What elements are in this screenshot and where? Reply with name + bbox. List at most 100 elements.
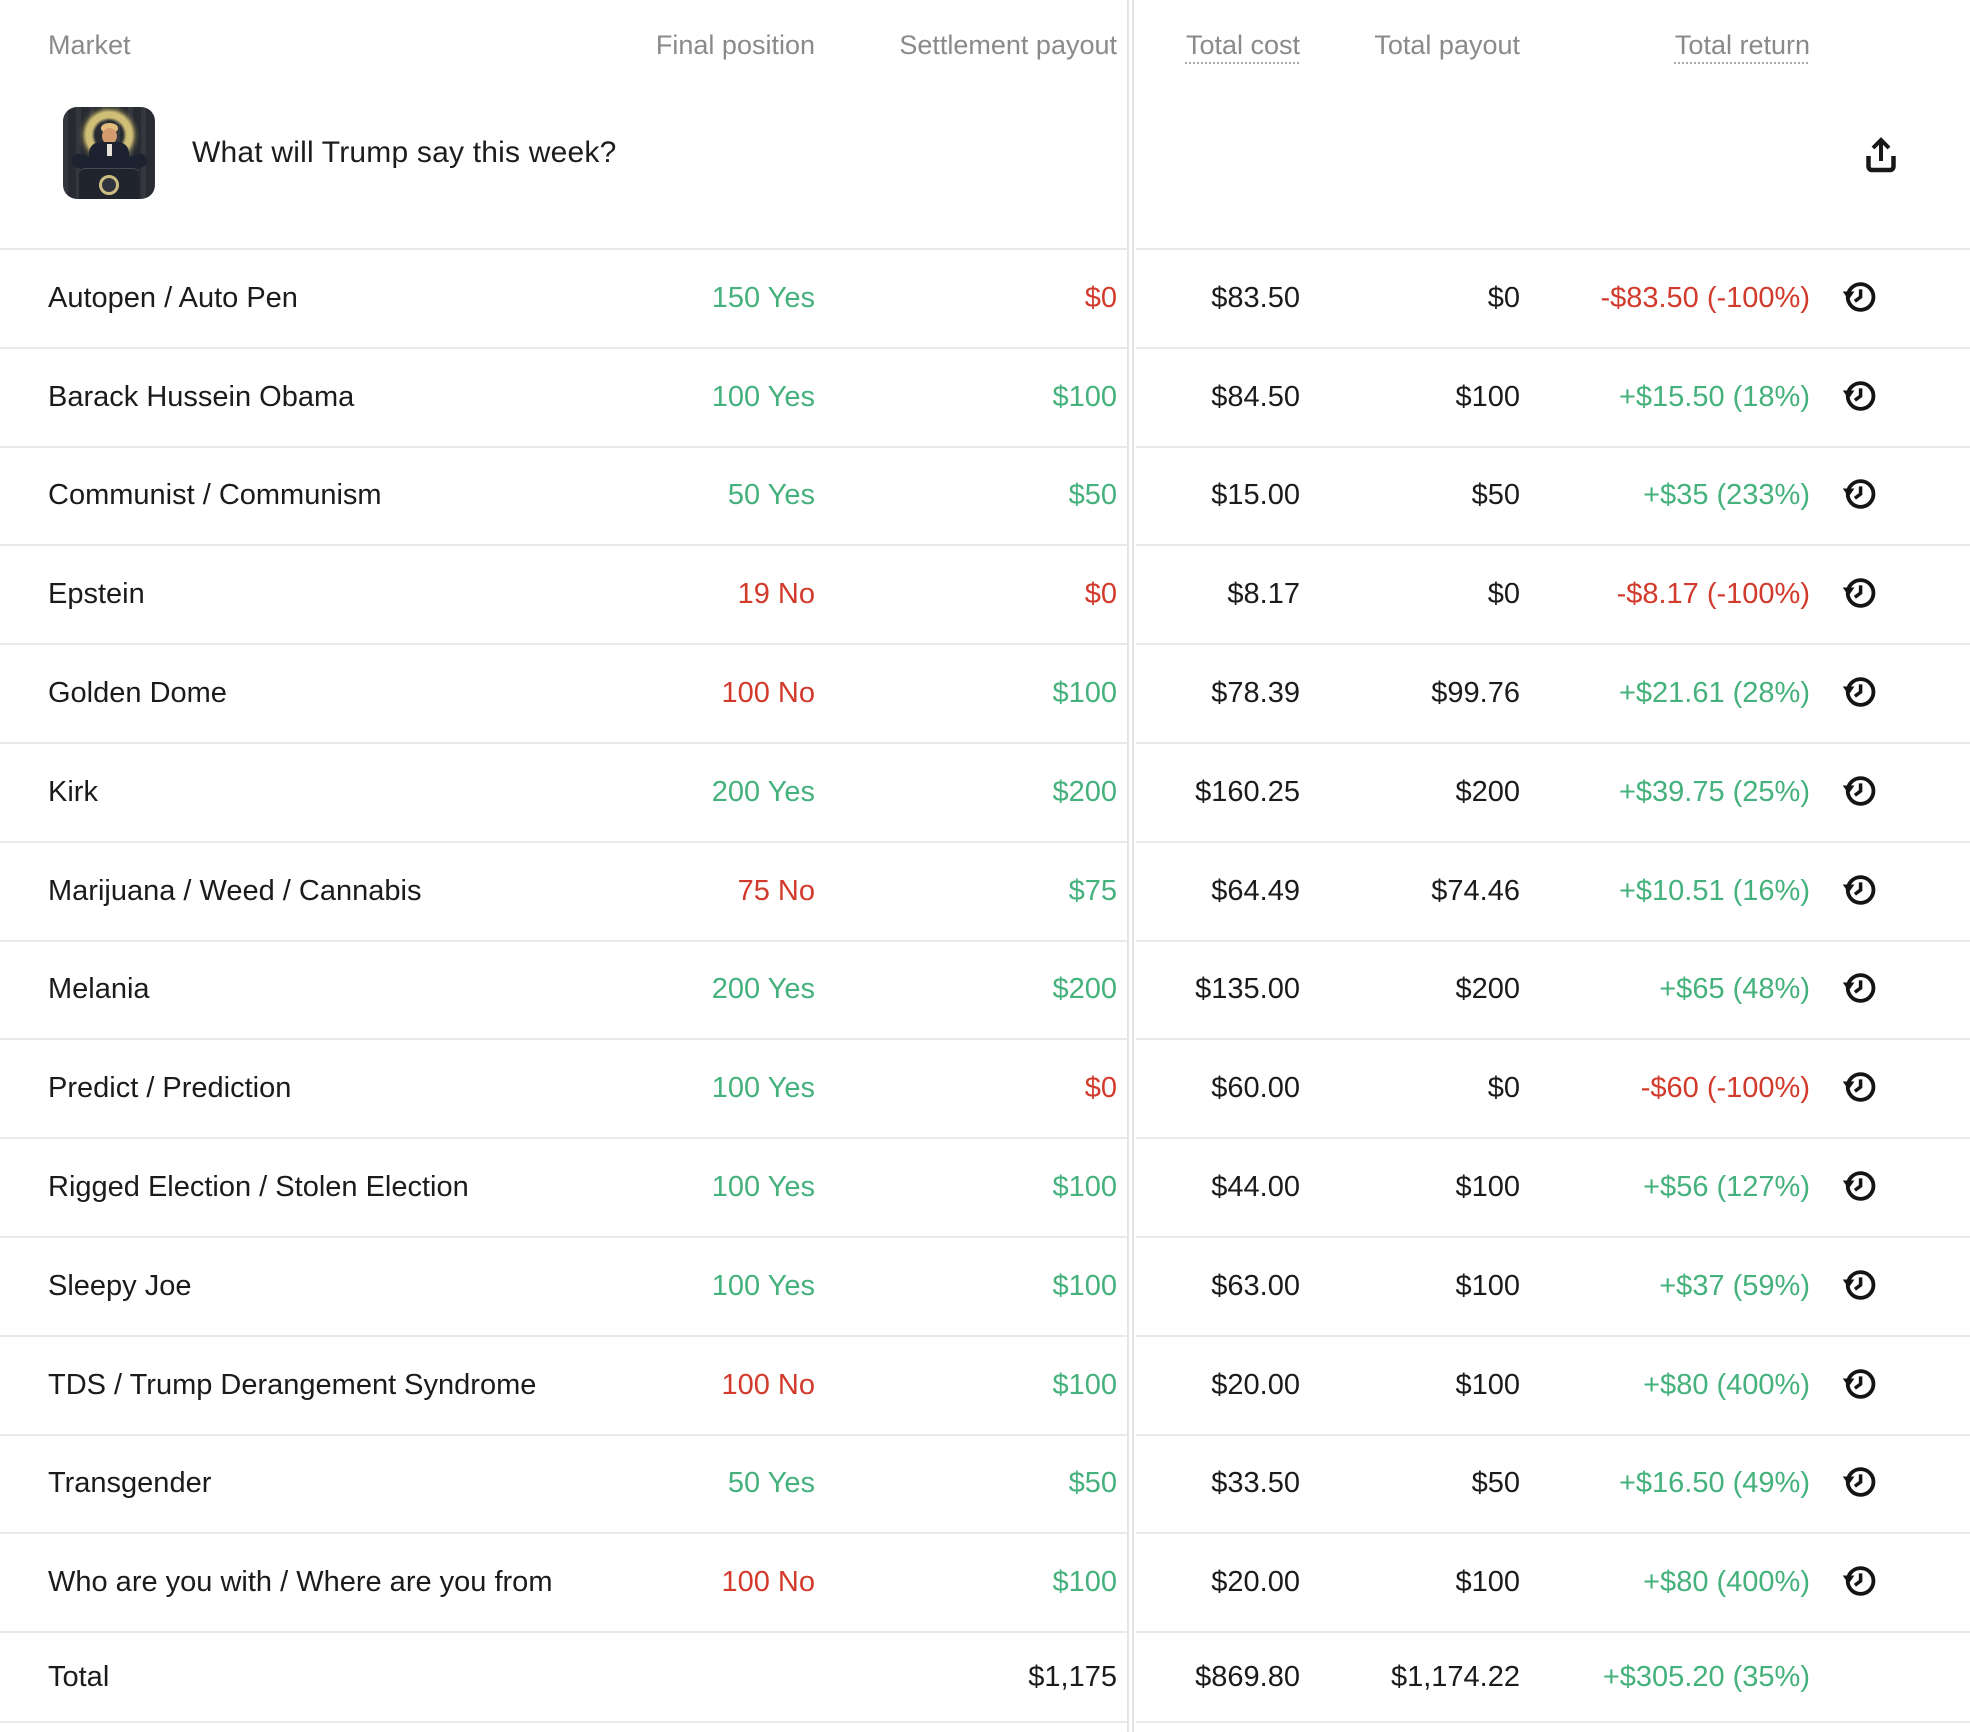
history-button[interactable] xyxy=(1840,970,1880,1010)
history-button[interactable] xyxy=(1840,1563,1880,1603)
market-name: Communist / Communism xyxy=(48,479,382,512)
column-header-total-return[interactable]: Total return xyxy=(1674,29,1810,60)
market-name: Rigged Election / Stolen Election xyxy=(48,1171,469,1204)
market-name: Autopen / Auto Pen xyxy=(48,281,298,314)
total-payout-value: $100 xyxy=(1455,1171,1520,1204)
final-position-value: 100 Yes xyxy=(711,1171,815,1204)
table-row: Sleepy Joe 100 Yes $100 $63.00 $100 +$37… xyxy=(0,1238,1970,1337)
final-position-value: 100 No xyxy=(721,1368,815,1401)
history-clock-icon xyxy=(1841,377,1879,418)
settlement-payout-value: $0 xyxy=(1084,578,1117,611)
total-return-value: +$80 (400%) xyxy=(1643,1368,1810,1401)
total-return-value: +$65 (48%) xyxy=(1659,973,1810,1006)
table-row: Transgender 50 Yes $50 $33.50 $50 +$16.5… xyxy=(0,1436,1970,1535)
history-button[interactable] xyxy=(1840,278,1880,318)
total-return-value: +$15.50 (18%) xyxy=(1618,380,1810,413)
history-button[interactable] xyxy=(1840,871,1880,911)
market-name: Marijuana / Weed / Cannabis xyxy=(48,874,422,907)
table-row: Communist / Communism 50 Yes $50 $15.00 … xyxy=(0,448,1970,547)
final-position-value: 19 No xyxy=(737,578,815,611)
final-position-value: 75 No xyxy=(737,874,815,907)
column-header-total-cost[interactable]: Total cost xyxy=(1185,29,1300,60)
history-clock-icon xyxy=(1841,673,1879,714)
settlement-payout-value: $0 xyxy=(1084,281,1117,314)
market-avatar xyxy=(63,107,155,199)
total-payout-value: $50 xyxy=(1471,1467,1520,1500)
market-name: Sleepy Joe xyxy=(48,1269,192,1302)
history-clock-icon xyxy=(1841,1365,1879,1406)
final-position-value: 200 Yes xyxy=(711,973,815,1006)
history-button[interactable] xyxy=(1840,1365,1880,1405)
total-settlement-payout: $1,175 xyxy=(1028,1660,1117,1693)
history-button[interactable] xyxy=(1840,1266,1880,1306)
market-name: Who are you with / Where are you from xyxy=(48,1566,553,1599)
settlement-payout-value: $50 xyxy=(1068,1467,1117,1500)
history-clock-icon xyxy=(1841,772,1879,813)
history-button[interactable] xyxy=(1840,772,1880,812)
total-payout-value: $50 xyxy=(1471,479,1520,512)
table-row: Barack Hussein Obama 100 Yes $100 $84.50… xyxy=(0,349,1970,448)
table-row: Golden Dome 100 No $100 $78.39 $99.76 +$… xyxy=(0,645,1970,744)
history-button[interactable] xyxy=(1840,674,1880,714)
table-row: Melania 200 Yes $200 $135.00 $200 +$65 (… xyxy=(0,942,1970,1041)
column-header-total-payout: Total payout xyxy=(1374,29,1520,60)
history-button[interactable] xyxy=(1840,575,1880,615)
history-clock-icon xyxy=(1841,574,1879,615)
table-row: Epstein 19 No $0 $8.17 $0 -$8.17 (-100%) xyxy=(0,546,1970,646)
table-row: TDS / Trump Derangement Syndrome 100 No … xyxy=(0,1337,1970,1436)
final-position-value: 100 No xyxy=(721,1566,815,1599)
market-name: Melania xyxy=(48,973,150,1006)
history-button[interactable] xyxy=(1840,1168,1880,1208)
history-clock-icon xyxy=(1841,969,1879,1010)
total-return-value: +$35 (233%) xyxy=(1643,479,1810,512)
history-button[interactable] xyxy=(1840,476,1880,516)
total-cost-value: $20.00 xyxy=(1211,1368,1300,1401)
total-cost-value: $15.00 xyxy=(1211,479,1300,512)
market-name: Golden Dome xyxy=(48,677,227,710)
final-position-value: 150 Yes xyxy=(711,281,815,314)
total-return-value: +$37 (59%) xyxy=(1659,1269,1810,1302)
market-rows: Autopen / Auto Pen 150 Yes $0 $83.50 $0 … xyxy=(0,250,1970,1634)
market-name: Barack Hussein Obama xyxy=(48,380,355,413)
total-cost-value: $20.00 xyxy=(1211,1566,1300,1599)
final-position-value: 100 Yes xyxy=(711,1269,815,1302)
settlement-payout-value: $100 xyxy=(1052,677,1117,710)
total-cost-value: $60.00 xyxy=(1211,1072,1300,1105)
total-cost-value: $78.39 xyxy=(1211,677,1300,710)
market-name: Predict / Prediction xyxy=(48,1072,292,1105)
final-position-value: 50 Yes xyxy=(727,479,815,512)
table-row: Who are you with / Where are you from 10… xyxy=(0,1534,1970,1634)
settlement-payout-value: $0 xyxy=(1084,1072,1117,1105)
column-divider-line xyxy=(1132,0,1134,1732)
share-button[interactable] xyxy=(1864,135,1898,175)
total-payout-value: $74.46 xyxy=(1431,874,1520,907)
total-payout-value: $100 xyxy=(1455,1269,1520,1302)
total-cost-value: $64.49 xyxy=(1211,874,1300,907)
table-row: Autopen / Auto Pen 150 Yes $0 $83.50 $0 … xyxy=(0,250,1970,349)
total-payout-value: $99.76 xyxy=(1431,677,1520,710)
history-button[interactable] xyxy=(1840,1069,1880,1109)
total-payout-value: $0 xyxy=(1487,578,1520,611)
total-cost-value: $84.50 xyxy=(1211,380,1300,413)
table-row: Rigged Election / Stolen Election 100 Ye… xyxy=(0,1139,1970,1238)
total-payout-value: $1,174.22 xyxy=(1390,1660,1520,1693)
history-button[interactable] xyxy=(1840,1464,1880,1504)
table-header-row: Market Final position Settlement payout … xyxy=(0,0,1970,90)
settlement-payout-value: $50 xyxy=(1068,479,1117,512)
history-button[interactable] xyxy=(1840,377,1880,417)
settlement-payout-value: $75 xyxy=(1068,874,1117,907)
final-position-value: 100 Yes xyxy=(711,1072,815,1105)
history-clock-icon xyxy=(1841,1068,1879,1109)
total-payout-value: $200 xyxy=(1455,775,1520,808)
total-payout-value: $0 xyxy=(1487,281,1520,314)
total-return-value: +$39.75 (25%) xyxy=(1618,775,1810,808)
column-header-final-position: Final position xyxy=(655,29,815,60)
total-payout-value: $0 xyxy=(1487,1072,1520,1105)
history-clock-icon xyxy=(1841,1266,1879,1307)
total-return-value: +$10.51 (16%) xyxy=(1618,874,1810,907)
settlement-payout-value: $200 xyxy=(1052,775,1117,808)
settlement-payout-value: $200 xyxy=(1052,973,1117,1006)
market-question-title[interactable]: What will Trump say this week? xyxy=(192,136,617,169)
history-clock-icon xyxy=(1841,1562,1879,1603)
total-return-value: +$56 (127%) xyxy=(1643,1171,1810,1204)
